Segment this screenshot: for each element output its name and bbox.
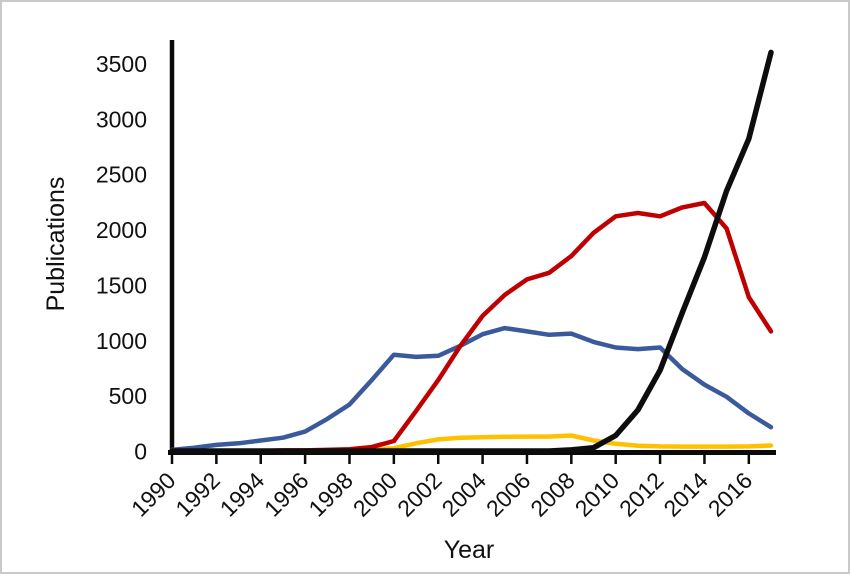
- x-tick-label: 1990: [126, 467, 181, 522]
- x-tick-label: 2014: [658, 467, 713, 522]
- series-line-red: [169, 200, 774, 454]
- y-tick-label: 2000: [96, 217, 147, 243]
- y-tick-label: 2500: [96, 162, 147, 188]
- y-tick-label: 3500: [96, 51, 147, 77]
- y-axis-title: Publications: [42, 177, 70, 312]
- y-tick-label: 3000: [96, 106, 147, 132]
- series-line-black: [169, 49, 774, 454]
- y-tick-label: 0: [134, 439, 147, 465]
- y-tick-label: 500: [109, 383, 147, 409]
- x-tick-label: 2004: [437, 467, 492, 522]
- x-tick-label: 1992: [170, 467, 225, 522]
- x-tick-label: 1998: [303, 467, 358, 522]
- x-tick-label: 2008: [525, 467, 580, 522]
- x-tick-label: 1994: [215, 467, 270, 522]
- plot-area: 1990199219941996199820002002200420062008…: [96, 40, 776, 522]
- x-tick-label: 2006: [481, 467, 536, 522]
- x-tick-label: 2016: [703, 467, 758, 522]
- y-tick-label: 1500: [96, 272, 147, 298]
- x-tick-label: 2002: [392, 467, 447, 522]
- x-tick-label: 2012: [614, 467, 669, 522]
- x-tick-label: 2000: [348, 467, 403, 522]
- x-tick-label: 1996: [259, 467, 314, 522]
- x-axis-title: Year: [444, 536, 495, 564]
- series-line-blue: [169, 325, 774, 453]
- x-tick-label: 2010: [570, 467, 625, 522]
- y-tick-label: 1000: [96, 328, 147, 354]
